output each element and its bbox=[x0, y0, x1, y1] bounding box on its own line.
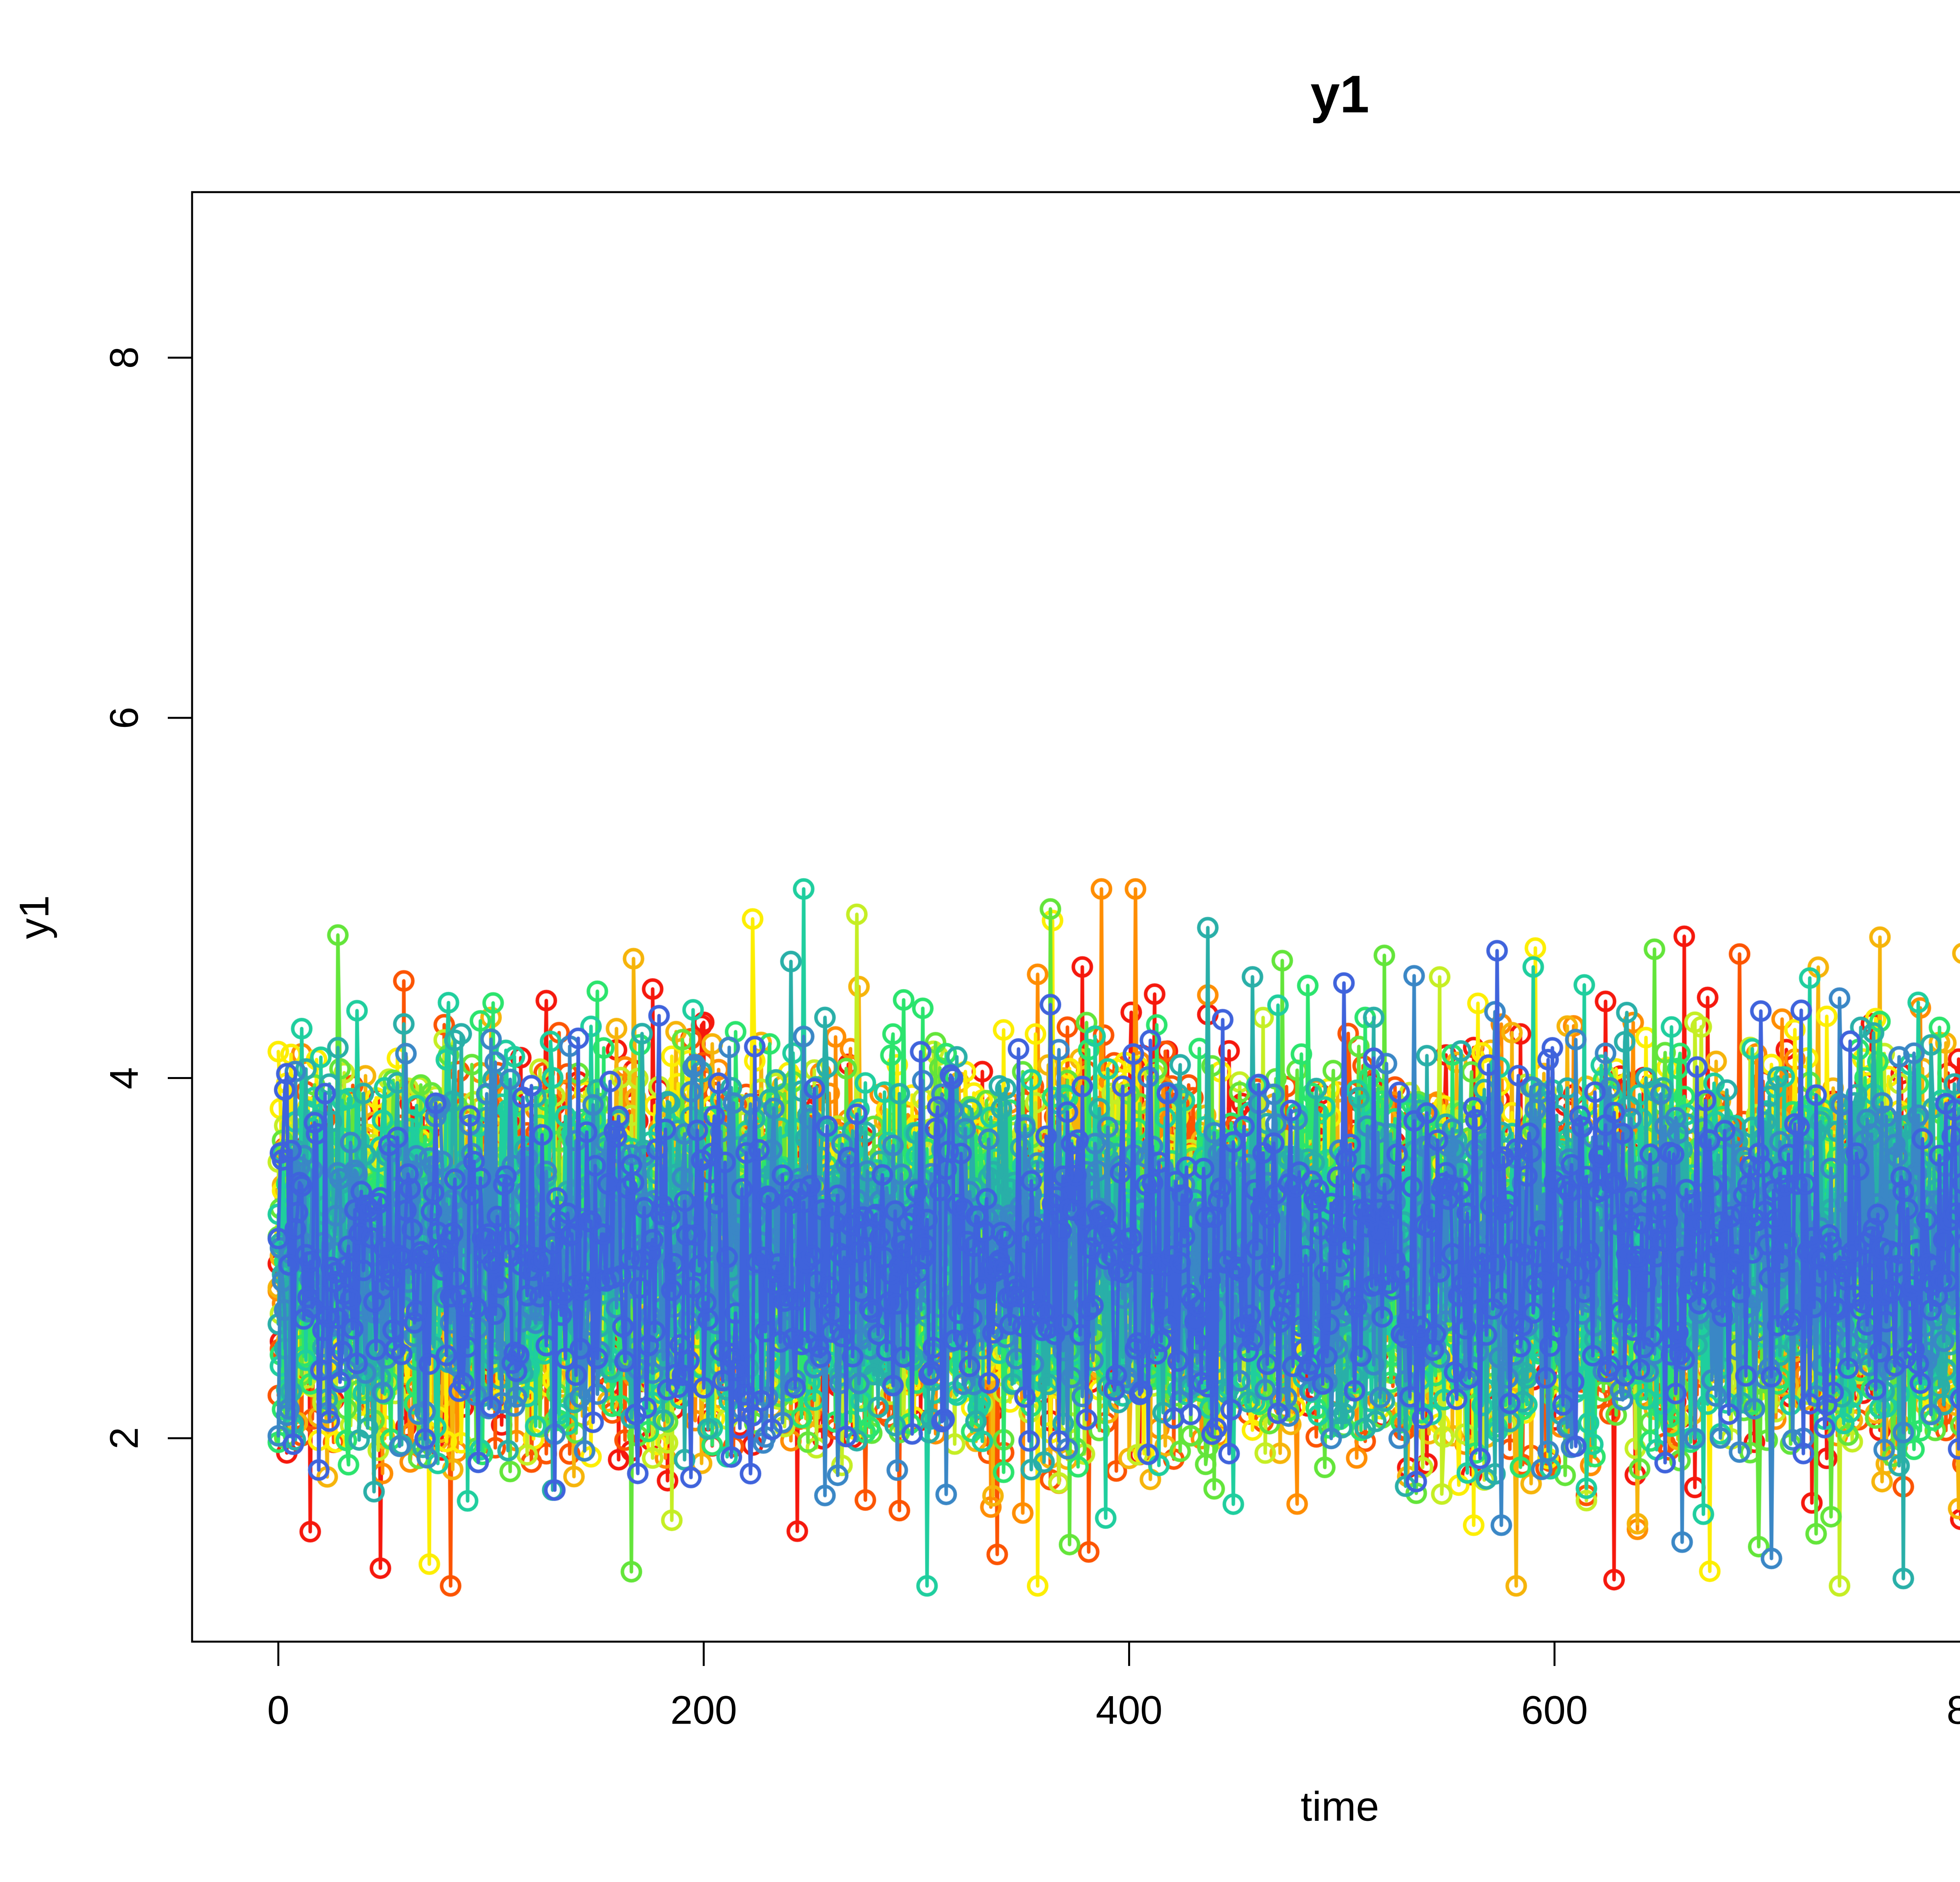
y-tick-label: 8 bbox=[102, 346, 147, 369]
x-tick-label: 600 bbox=[1521, 1688, 1588, 1733]
x-tick-label: 0 bbox=[267, 1688, 290, 1733]
y-tick-label: 4 bbox=[102, 1067, 147, 1089]
x-axis-label: time bbox=[1300, 1783, 1379, 1830]
x-tick-label: 400 bbox=[1096, 1688, 1163, 1733]
x-tick-label: 200 bbox=[670, 1688, 737, 1733]
plot-frame bbox=[191, 191, 1960, 1643]
y-tick-label: 6 bbox=[102, 707, 147, 729]
y-axis-label: y1 bbox=[11, 895, 58, 939]
plot-title: y1 bbox=[1310, 64, 1370, 124]
x-tick-label: 800 bbox=[1946, 1688, 1960, 1733]
y-tick-label: 2 bbox=[102, 1427, 147, 1450]
